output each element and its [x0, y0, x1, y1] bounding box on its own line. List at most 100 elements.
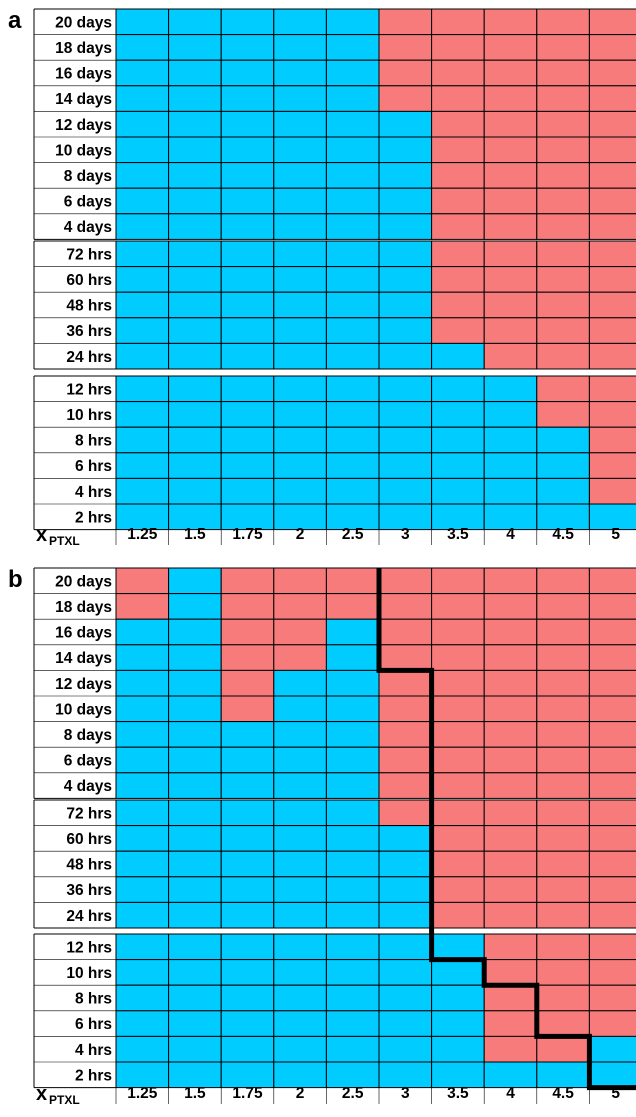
row-label: 20 days: [55, 14, 112, 31]
heatmap-cell: [431, 136, 485, 164]
heatmap-cell: [483, 317, 538, 344]
row-label: 8 hrs: [75, 433, 112, 450]
heatmap-cell: [431, 825, 485, 852]
heatmap-cell: [168, 187, 222, 215]
heatmap-cell: [325, 721, 380, 748]
heatmap-cell: [220, 876, 275, 903]
heatmap-cell: [588, 695, 636, 723]
heatmap-cell: [431, 240, 485, 268]
heatmap-cell: [273, 669, 327, 697]
row-label: 10 days: [55, 701, 112, 718]
x-tick-label: 3: [401, 526, 410, 543]
row-label: 12 days: [55, 676, 112, 693]
heatmap-cell: [220, 136, 275, 164]
heatmap-cell: [431, 618, 485, 646]
heatmap-cell: [273, 452, 327, 479]
heatmap-cell: [588, 933, 636, 961]
heatmap-cell: [115, 317, 170, 344]
heatmap-cell: [378, 317, 433, 344]
row-label: 60 hrs: [66, 831, 112, 848]
heatmap-cell: [168, 669, 222, 697]
heatmap-cell: [588, 266, 636, 293]
heatmap-cell: [220, 291, 275, 319]
heatmap-cell: [536, 187, 590, 215]
row-label: 20 days: [55, 573, 112, 590]
heatmap-cell: [431, 34, 485, 61]
heatmap-cell: [378, 59, 433, 87]
heatmap-cell: [588, 1061, 636, 1089]
row-label: 2 hrs: [75, 1067, 112, 1084]
heatmap-cell: [431, 162, 485, 189]
heatmap-cell: [536, 721, 590, 748]
heatmap-cell: [273, 567, 327, 595]
heatmap-cell: [273, 959, 327, 986]
heatmap-cell: [483, 901, 538, 929]
heatmap-cell: [115, 342, 170, 370]
heatmap-cell: [115, 695, 170, 723]
heatmap-cell: [536, 426, 590, 454]
heatmap-cell: [115, 1010, 170, 1037]
heatmap-cell: [115, 85, 170, 112]
heatmap-cell: [168, 162, 222, 189]
heatmap-cell: [536, 1010, 590, 1037]
row-label: 10 hrs: [66, 965, 112, 982]
heatmap-cell: [431, 644, 485, 671]
heatmap-cell: [115, 721, 170, 748]
heatmap-cell: [483, 876, 538, 903]
heatmap-cell: [378, 695, 433, 723]
heatmap-cell: [431, 85, 485, 112]
heatmap-cell: [588, 772, 636, 799]
heatmap-cell: [273, 933, 327, 961]
heatmap-cell: [220, 401, 275, 428]
heatmap-cell: [536, 799, 590, 827]
heatmap-cell: [220, 59, 275, 87]
heatmap-cell: [536, 401, 590, 428]
heatmap-cell: [483, 695, 538, 723]
heatmap-cell: [536, 477, 590, 505]
heatmap-cell: [536, 317, 590, 344]
heatmap-cell: [536, 8, 590, 36]
heatmap-cell: [168, 850, 222, 878]
heatmap-cell: [220, 342, 275, 370]
heatmap-cell: [325, 593, 380, 620]
heatmap-cell: [168, 901, 222, 929]
heatmap-cell: [431, 342, 485, 370]
heatmap-cell: [588, 240, 636, 268]
heatmap-cell: [220, 984, 275, 1012]
heatmap-cell: [273, 1035, 327, 1063]
row-label: 18 days: [55, 599, 112, 616]
x-tick-label: 1.25: [127, 1085, 158, 1102]
x-tick-label: 3.5: [447, 526, 469, 543]
heatmap-cell: [588, 721, 636, 748]
heatmap-cell: [483, 984, 538, 1012]
row-label: 8 hrs: [75, 991, 112, 1008]
heatmap-cell: [273, 799, 327, 827]
heatmap-cell: [483, 1035, 538, 1063]
heatmap-cell: [431, 1035, 485, 1063]
heatmap-cell: [431, 426, 485, 454]
heatmap-cell: [378, 959, 433, 986]
heatmap-cell: [536, 1061, 590, 1089]
heatmap-cell: [431, 1010, 485, 1037]
x-axis-label: x: [36, 524, 47, 546]
heatmap-cell: [273, 477, 327, 505]
heatmap-cell: [483, 746, 538, 774]
heatmap-cell: [168, 266, 222, 293]
heatmap-cell: [536, 901, 590, 929]
heatmap-cell: [378, 567, 433, 595]
heatmap-cell: [325, 933, 380, 961]
x-tick-label: 1.5: [184, 526, 206, 543]
heatmap-cell: [168, 799, 222, 827]
x-tick-label: 2.5: [342, 526, 364, 543]
heatmap-cell: [273, 644, 327, 671]
heatmap-cell: [115, 567, 170, 595]
heatmap-cell: [536, 291, 590, 319]
heatmap-cell: [220, 746, 275, 774]
heatmap-cell: [378, 1010, 433, 1037]
heatmap-cell: [431, 850, 485, 878]
x-tick-label: 1.75: [232, 1085, 263, 1102]
heatmap-cell: [588, 593, 636, 620]
row-label: 24 hrs: [66, 349, 112, 366]
heatmap-cell: [536, 240, 590, 268]
heatmap-cell: [325, 162, 380, 189]
